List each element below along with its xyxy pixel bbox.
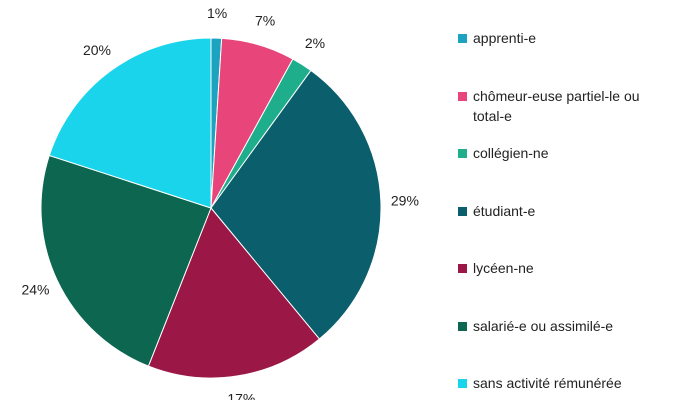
legend-swatch (458, 34, 467, 43)
pie-slice (40, 154, 212, 367)
data-label: 24% (21, 281, 49, 297)
data-label: 7% (255, 12, 275, 28)
legend-label: chômeur-euse partiel-le ou total-e (473, 87, 640, 124)
data-label: 1% (207, 5, 227, 21)
legend-item: apprenti-e (458, 28, 673, 48)
pie-slice (48, 37, 212, 209)
legend-label: étudiant-e (473, 202, 536, 219)
legend-label: lycéen-ne (473, 260, 534, 276)
legend-item: collégien-ne (458, 143, 673, 163)
legend-item: lycéen-ne (458, 258, 673, 278)
data-label: 29% (391, 193, 419, 209)
legend-swatch (458, 321, 467, 331)
legend-swatch (458, 206, 467, 216)
legend-label: collégien-ne (473, 145, 549, 161)
legend-label: sans activité rémunérée (473, 375, 622, 391)
legend-swatch (458, 379, 467, 388)
data-label: 20% (83, 42, 111, 58)
legend-swatch (458, 91, 467, 101)
legend-item: étudiant-e (458, 201, 673, 221)
legend-label: salarié-e ou assimilé-e (473, 317, 614, 334)
data-label: 2% (305, 35, 325, 51)
data-label: 17% (227, 390, 255, 400)
pie-slice (147, 207, 321, 379)
legend-swatch (458, 264, 467, 273)
legend-swatch (458, 149, 467, 158)
legend-item: chômeur-euse partiel-le ou total-e (458, 86, 673, 126)
pie-slice (210, 69, 382, 340)
legend-item: salarié-e ou assimilé-e (458, 316, 673, 336)
legend-label: apprenti-e (473, 30, 537, 46)
legend-item: sans activité rémunérée (458, 373, 673, 393)
